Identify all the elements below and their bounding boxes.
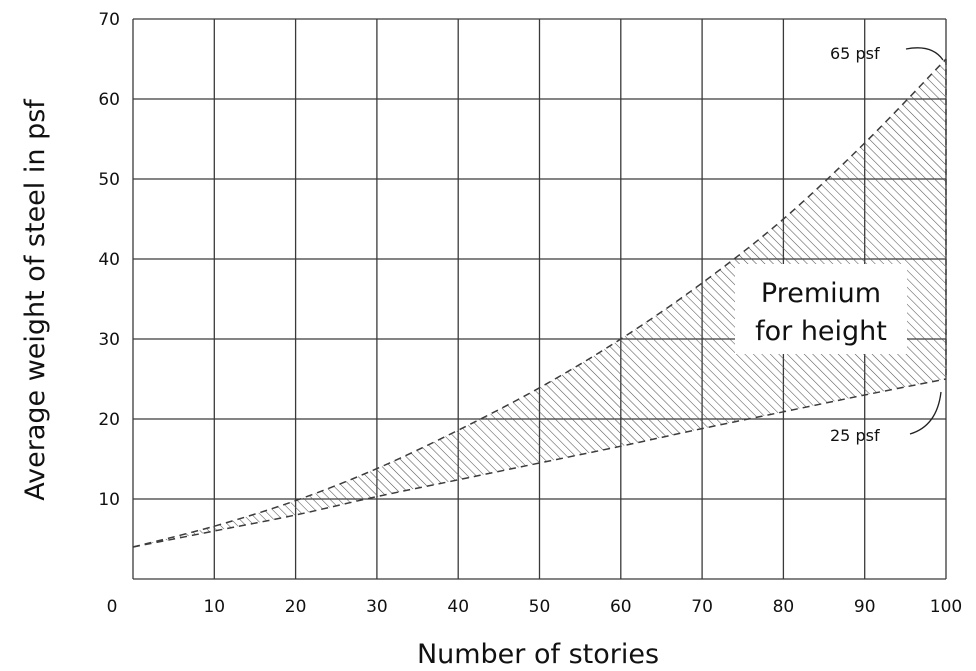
x-tick-label: 10 (203, 597, 225, 617)
x-tick-label: 50 (529, 597, 551, 617)
x-tick-label: 30 (366, 597, 388, 617)
annotation-25-leader (909, 391, 942, 435)
tick-labels: 0 10 20 30 40 50 60 70 80 90 100 10 20 30 40 50 60 70 (98, 10, 962, 617)
region-label-line-2: for height (755, 316, 887, 347)
x-tick-label: 70 (691, 597, 713, 617)
y-tick-label: 40 (98, 250, 120, 270)
x-tick-label: 100 (930, 597, 962, 617)
series-lines (132, 58, 947, 548)
x-tick-label: 0 (107, 597, 118, 617)
region-label-line-1: Premium (761, 278, 881, 309)
y-tick-label: 50 (98, 170, 120, 190)
annotation-65-leader (905, 47, 944, 61)
annotation-65-psf: 65 psf (830, 44, 880, 63)
x-tick-label: 20 (285, 597, 307, 617)
series-line-65-psf (132, 58, 947, 548)
annotation-25-psf: 25 psf (830, 426, 880, 445)
x-axis-title: Number of stories (417, 639, 659, 670)
series-line-25-psf (132, 378, 947, 548)
y-tick-label: 10 (98, 490, 120, 510)
region-label-box: Premium for height (735, 264, 907, 354)
annotations: 65 psf 25 psf (830, 44, 944, 445)
y-tick-label: 60 (98, 90, 120, 110)
x-tick-label: 80 (773, 597, 795, 617)
y-tick-label: 20 (98, 410, 120, 430)
y-axis-title: Average weight of steel in psf (20, 98, 51, 501)
x-tick-label: 90 (854, 597, 876, 617)
x-tick-label: 60 (610, 597, 632, 617)
y-tick-label: 70 (98, 10, 120, 30)
x-tick-label: 40 (447, 597, 469, 617)
y-tick-label: 30 (98, 330, 120, 350)
